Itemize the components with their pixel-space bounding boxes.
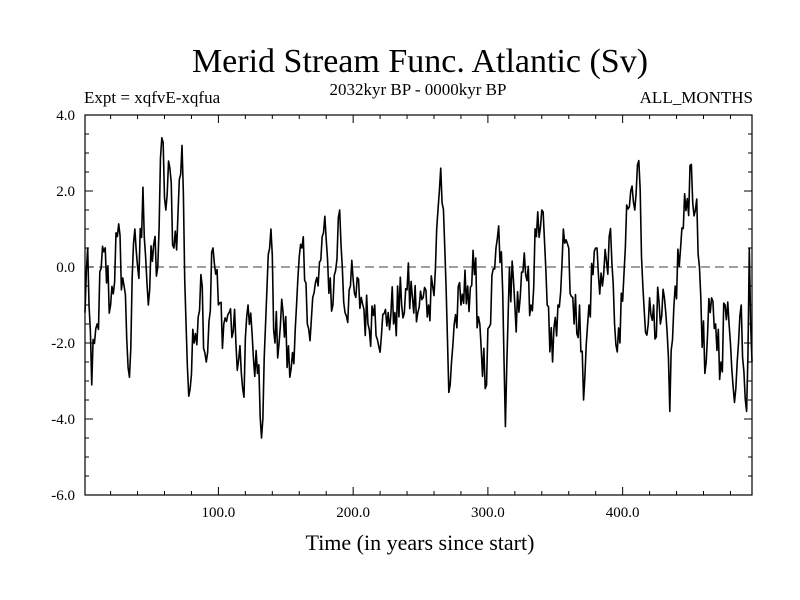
x-tick-label: 200.0 bbox=[336, 505, 370, 521]
y-tick-label: -4.0 bbox=[51, 412, 75, 428]
y-tick-label: -6.0 bbox=[51, 488, 75, 504]
x-axis-title: Time (in years since start) bbox=[306, 530, 535, 555]
chart-title: Merid Stream Func. Atlantic (Sv) bbox=[192, 43, 648, 80]
x-tick-label: 300.0 bbox=[471, 505, 505, 521]
x-tick-label: 100.0 bbox=[202, 505, 236, 521]
months-label: ALL_MONTHS bbox=[640, 88, 753, 107]
y-tick-label: 4.0 bbox=[56, 108, 75, 124]
y-tick-label: -2.0 bbox=[51, 336, 75, 352]
y-tick-label: 0.0 bbox=[56, 260, 75, 276]
x-tick-label: 400.0 bbox=[606, 505, 640, 521]
time-range-label: 2032kyr BP - 0000kyr BP bbox=[330, 80, 507, 99]
y-tick-label: 2.0 bbox=[56, 184, 75, 200]
x-axis: 100.0 200.0 300.0 400.0 bbox=[110, 115, 731, 521]
series-line bbox=[84, 137, 753, 439]
plot-frame bbox=[84, 114, 753, 496]
plot-layer bbox=[84, 137, 753, 439]
experiment-label: Expt = xqfvE-xqfua bbox=[84, 88, 221, 107]
